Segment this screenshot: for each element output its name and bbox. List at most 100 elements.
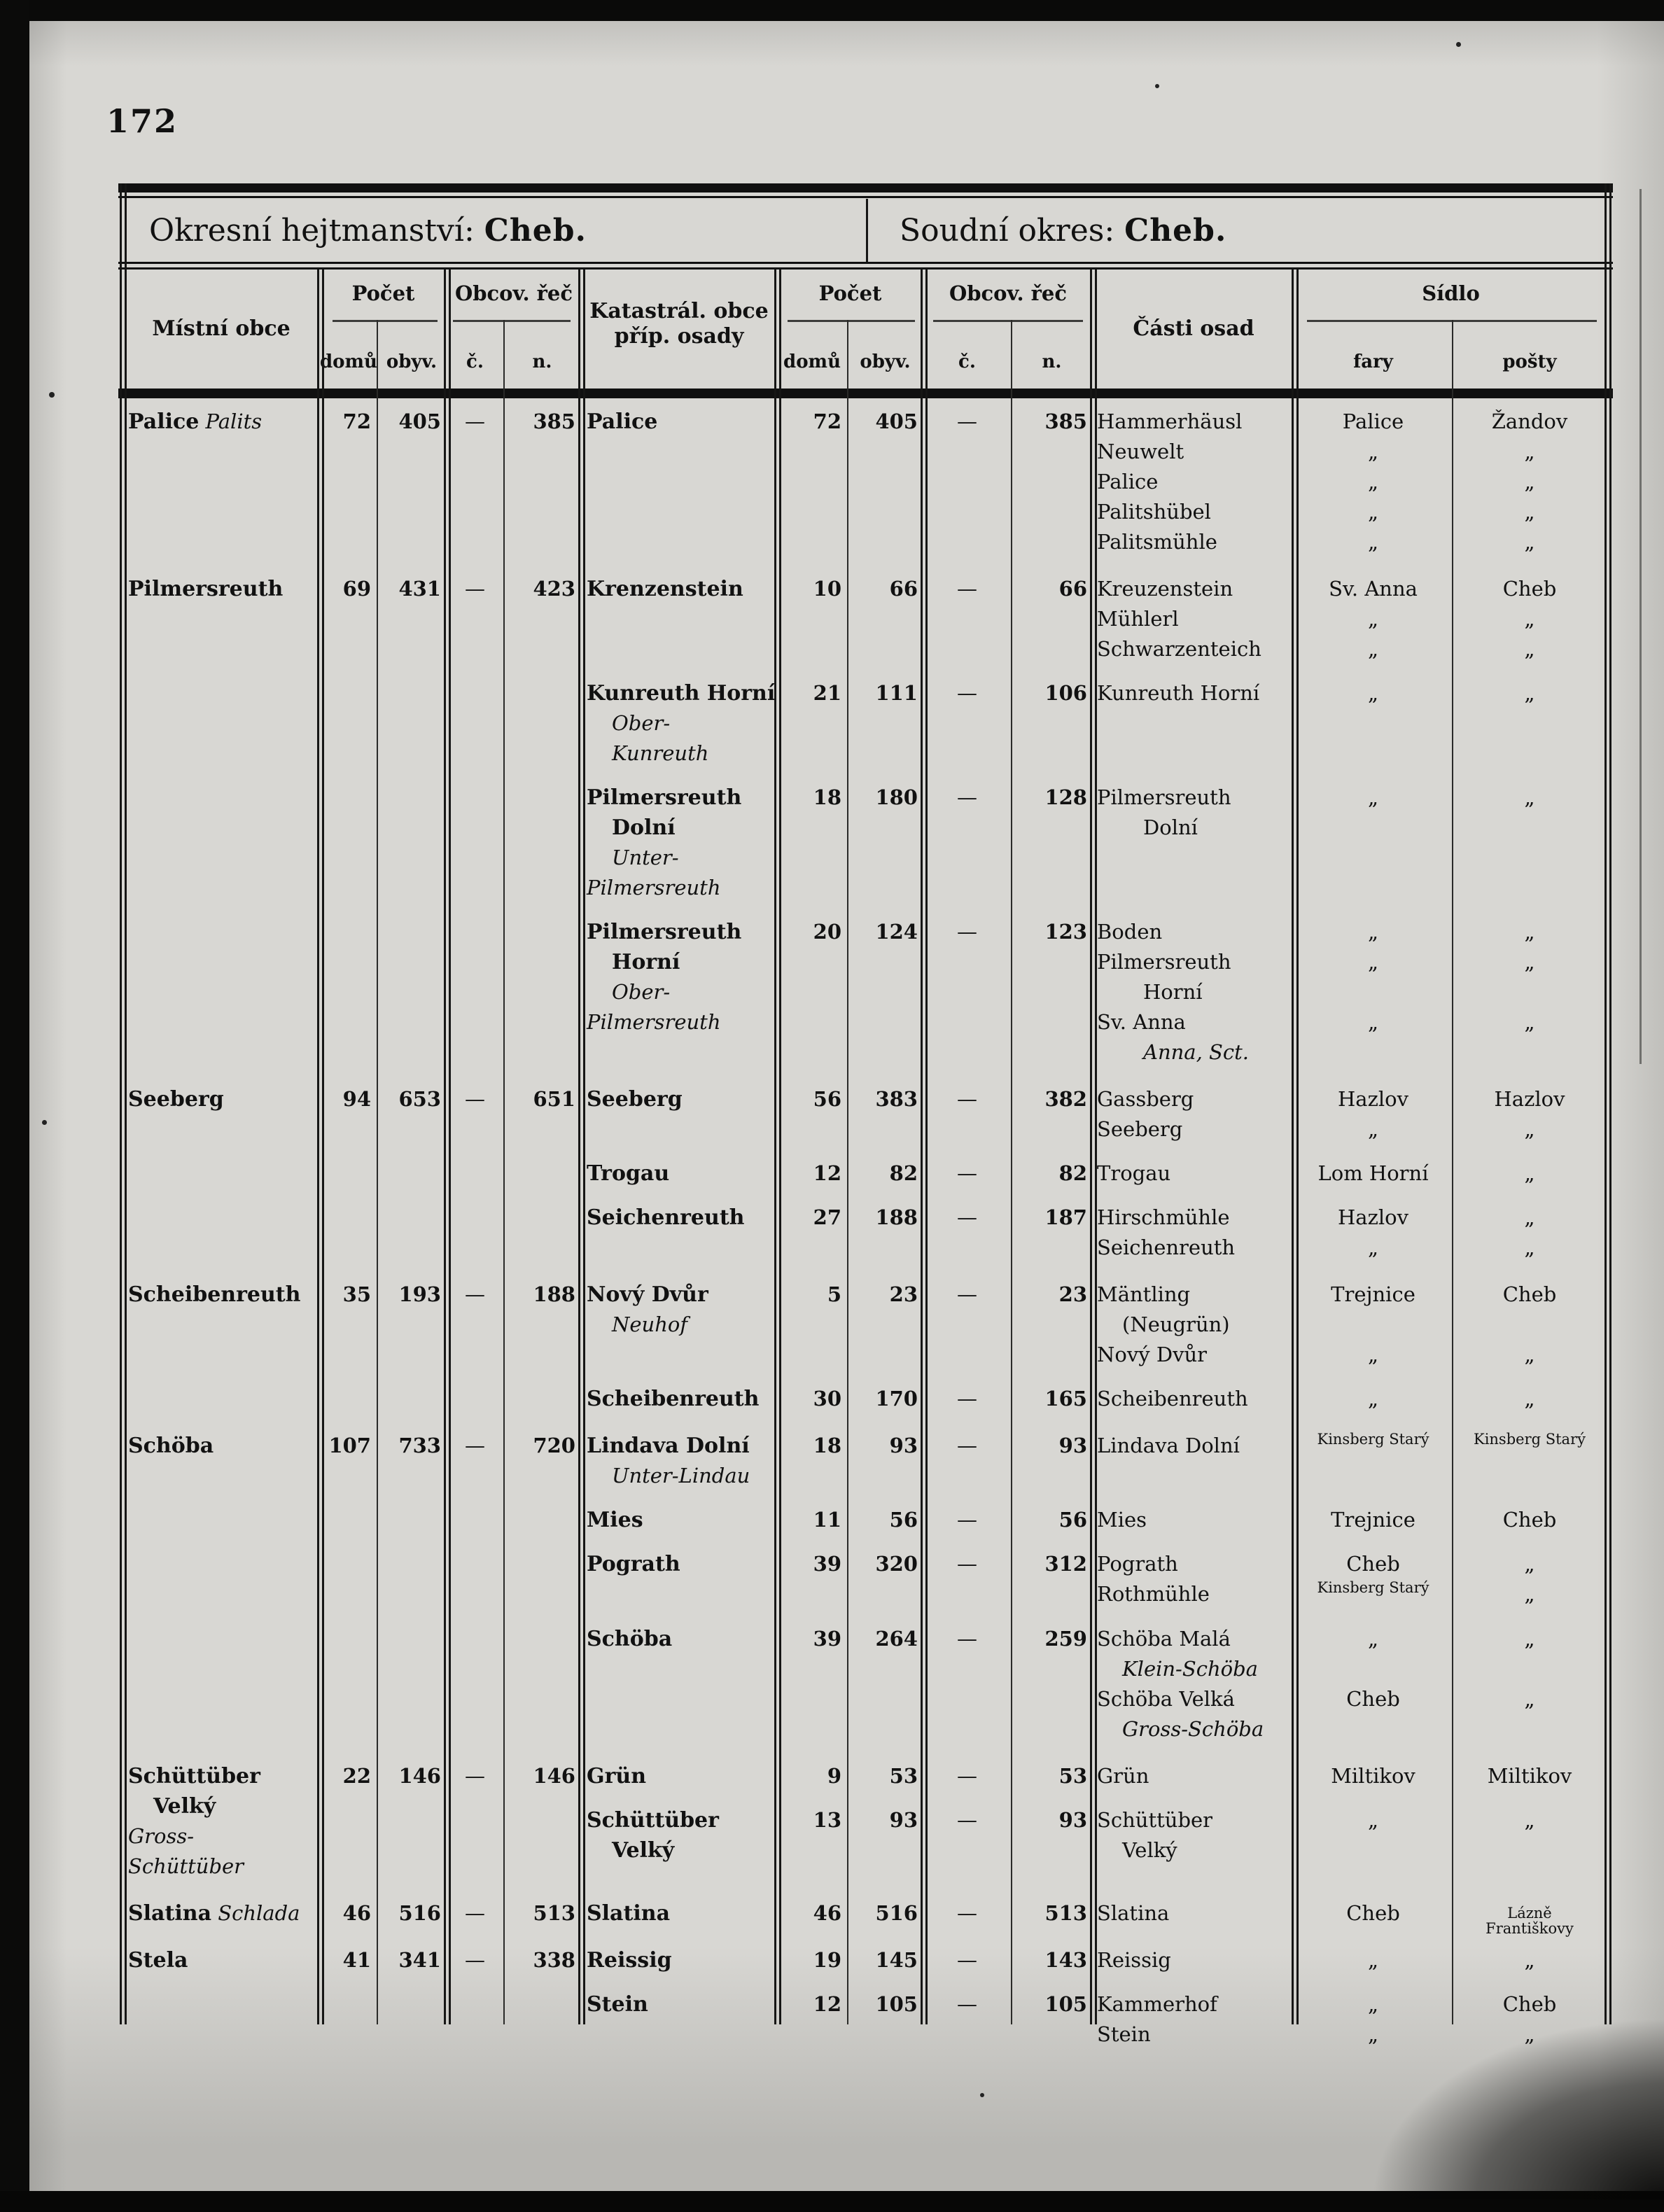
kat-nemecky: 259 — [1011, 1624, 1093, 1654]
fary-cell: Miltikov — [1294, 1761, 1452, 1791]
text: Palitshübel — [1097, 500, 1211, 524]
sidlo-line: „ — [1524, 785, 1535, 809]
cadastral-entry: Lindava Dolní Unter-Lindau 18 93 — 93 Lindava … — [581, 1431, 1607, 1491]
cadastral-entry: Trogau 12 82 — 82 Trogau Lom Horní „ — [581, 1158, 1607, 1189]
casti-osad-cell: Mies — [1093, 1505, 1294, 1535]
title-divider-rule — [118, 262, 1613, 264]
casti-osad-cell: Hirschmühle Seichenreuth — [1093, 1203, 1294, 1263]
kat-domu-value: 12 — [813, 1992, 841, 2016]
text: Gross-Schöba — [1122, 1717, 1264, 1741]
text: Ober- — [612, 980, 671, 1004]
casti-osad-cell: Hammerhäusl Neuwelt Palice Palitshübel Palit… — [1093, 407, 1294, 557]
sidlo-line: „ — [1367, 1627, 1379, 1651]
text: Scheibenreuth — [1097, 1387, 1248, 1410]
municipality-group: Slatina Schlada 46 516 — 513 Slatina 46 516 — 513… — [123, 1898, 1607, 1936]
col-n: n. — [532, 351, 552, 372]
kat-cesky: — — [923, 1805, 1011, 1835]
obec-cesky-value: — — [465, 1434, 485, 1457]
sidlo-line: „ — [1524, 530, 1535, 554]
obec-name: Stela — [123, 1945, 320, 1975]
sidlo-line: Hazlov — [1494, 1087, 1565, 1111]
katastral-name: Kunreuth Horní Ober- Kunreuth — [581, 678, 777, 769]
kat-cesky: — — [923, 407, 1011, 437]
obec-obyv: 516 — [377, 1898, 447, 1928]
posty-cell: Cheb „ — [1452, 1989, 1607, 2050]
table-vertical-rule — [1011, 320, 1012, 2024]
obec-cesky: — — [447, 1945, 503, 1975]
casti-osad-cell: Lindava Dolní — [1093, 1431, 1294, 1461]
casti-osad-cell: Kreuzenstein Mühlerl Schwarzenteich — [1093, 574, 1294, 664]
table-vertical-rule — [1095, 269, 1097, 2024]
table-vertical-rule — [125, 183, 127, 2024]
kat-domu-value: 9 — [827, 1764, 841, 1788]
sidlo-line: „ — [1524, 1236, 1535, 1259]
kat-obyv: 405 — [847, 407, 923, 437]
obec-cesky-value: — — [465, 1901, 485, 1925]
sidlo-line: „ — [1367, 530, 1379, 554]
kat-nemecky-value: 93 — [1058, 1434, 1087, 1457]
cadastral-entry: Scheibenreuth 30 170 — 165 Scheibenreuth „ „ — [581, 1384, 1607, 1414]
kat-cesky-value: — — [957, 1552, 977, 1576]
cadastral-entry: Seeberg 56 383—382 Gassberg Seeberg Hazlov „ Ha… — [581, 1084, 1607, 1144]
kat-nemecky-value: 53 — [1058, 1764, 1087, 1788]
sidlo-line: „ — [1524, 1948, 1535, 1972]
cadastral-entry: Slatina 46 516 — 513 Slatina Cheb Lázně Františk… — [581, 1898, 1607, 1936]
pocet-underline — [333, 320, 438, 322]
obec-domu: 69 — [320, 574, 377, 604]
col-c: č. — [466, 351, 484, 372]
cadastral-entry: Nový Dvůr Neuhof 5 23 — 23 Mäntling (Neugrün) No… — [581, 1280, 1607, 1370]
kat-domu: 30 — [777, 1384, 847, 1414]
obec-cesky: — — [447, 1898, 503, 1928]
page-number: 172 — [106, 102, 179, 140]
text: Palice — [587, 410, 658, 434]
table-vertical-rule — [120, 183, 122, 2024]
sidlo-line: Cheb — [1346, 1687, 1400, 1711]
text: Nový Dvůr — [1097, 1343, 1207, 1366]
kat-cesky: — — [923, 574, 1011, 604]
kat-domu: 39 — [777, 1549, 847, 1579]
col-obcov-rec: Obcov. řeč — [454, 281, 573, 305]
text: (Neugrün) — [1122, 1312, 1230, 1336]
cadastral-entry: Pilmersreuth Horní Ober- Pilmersreuth 20 124 —… — [581, 917, 1607, 1068]
text: Schüttüber — [587, 1808, 719, 1833]
text: Anna, Sct. — [1143, 1040, 1250, 1064]
kat-domu-value: 10 — [813, 577, 841, 601]
text: Mies — [1097, 1508, 1147, 1532]
obec-obyv: 405 — [377, 407, 447, 437]
scan-edge-bottom — [0, 2191, 1664, 2212]
kat-domu: 9 — [777, 1761, 847, 1791]
table-vertical-rule — [1292, 269, 1294, 2024]
cadastral-entries: Nový Dvůr Neuhof 5 23 — 23 Mäntling (Neugrün) No… — [581, 1280, 1607, 1414]
cadastral-entry: Mies 11 56 — 56 Mies Trejnice Cheb — [581, 1505, 1607, 1535]
text: Pilmersreuth — [587, 876, 721, 899]
sidlo-line: Hazlov — [1338, 1205, 1408, 1229]
text: Reissig — [587, 1948, 672, 1973]
kat-cesky-value: — — [957, 1087, 977, 1111]
scan-speck — [49, 392, 55, 398]
kat-cesky: — — [923, 1384, 1011, 1414]
kat-domu: 5 — [777, 1280, 847, 1310]
cadastral-entry: Schöba 39 264—259 Schöba Malá Klein-Schöba Sc… — [581, 1624, 1607, 1744]
kat-obyv: 170 — [847, 1384, 923, 1414]
text: Velký — [612, 1838, 675, 1863]
kat-domu-value: 46 — [813, 1901, 841, 1925]
kat-cesky-value: — — [957, 1282, 977, 1306]
text: Slatina — [587, 1901, 671, 1926]
table-body: Palice Palits 72 405 — 385 Palice 72 405 — 385 Ham… — [123, 398, 1607, 2066]
kat-cesky-value: — — [957, 1387, 977, 1410]
sidlo-line: Cheb — [1346, 1552, 1400, 1576]
text: Grün — [1097, 1764, 1149, 1788]
obec-nemecky: 146 — [503, 1761, 581, 1791]
table-vertical-rule — [779, 269, 781, 2024]
kat-domu-value: 56 — [813, 1087, 841, 1111]
kat-cesky: — — [923, 1505, 1011, 1535]
kat-cesky-value: — — [957, 785, 977, 809]
text: Trogau — [1097, 1161, 1171, 1185]
sidlo-line — [1294, 1714, 1452, 1744]
kat-obyv-value: 111 — [875, 681, 918, 705]
fary-cell: Kinsberg Starý — [1294, 1431, 1452, 1462]
text: Kunreuth — [612, 741, 709, 765]
sidlo-line: „ — [1367, 1343, 1379, 1366]
cadastral-entry: Seichenreuth 27 188 — 187 Hirschmühle Seichenr… — [581, 1203, 1607, 1263]
text: Schöba — [128, 1434, 214, 1458]
